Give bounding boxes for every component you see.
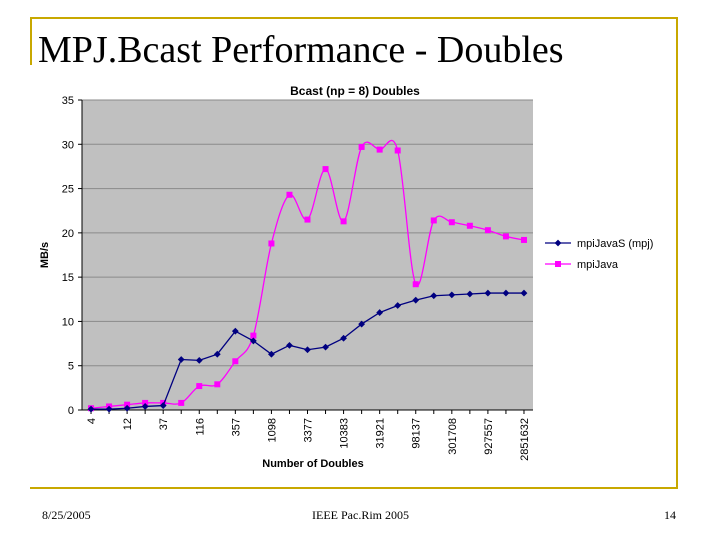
legend-label: mpiJavaS (mpj) <box>577 238 653 250</box>
frame-bottom-rule <box>30 487 678 489</box>
data-point-mpijavas <box>448 291 456 299</box>
x-tick-label: 4 <box>86 418 98 424</box>
x-tick-label: 1098 <box>266 418 278 442</box>
bcast-line-chart: 0 5 10 15 20 25 30 35 4 12 37 116 357 1098 3377 10383 3… <box>30 80 670 475</box>
data-point-mpijava <box>196 383 203 390</box>
data-point-mpijavas <box>286 341 293 349</box>
data-point-mpijava <box>520 236 527 243</box>
data-point-mpijava <box>340 218 347 225</box>
footer-date: 8/25/2005 <box>42 508 91 522</box>
data-point-mpijavas <box>141 403 149 410</box>
data-point-mpijavas <box>304 346 311 354</box>
plot-area <box>82 100 533 410</box>
footer-page-number: 14 <box>664 508 676 522</box>
data-point-mpijavas <box>87 405 95 413</box>
legend-marker-diamond <box>554 239 562 247</box>
data-point-mpijavas <box>249 337 257 345</box>
data-point-mpijava <box>484 227 491 234</box>
x-axis-label: Number of Doubles <box>262 458 363 470</box>
data-point-mpijava <box>178 399 185 406</box>
data-point-mpijavas <box>195 357 203 364</box>
legend: mpiJavaS (mpj) mpiJava <box>545 238 653 271</box>
data-point-mpijava <box>502 233 509 240</box>
gridlines <box>78 99 533 411</box>
data-point-mpijavas <box>412 296 420 304</box>
data-point-mpijava <box>412 281 419 288</box>
data-point-mpijavas <box>376 309 384 316</box>
data-point-mpijavas <box>159 402 167 409</box>
y-tick-label: 35 <box>62 95 74 107</box>
data-point-mpijavas <box>502 289 510 297</box>
data-point-mpijavas <box>430 292 438 300</box>
x-tick-label: 98137 <box>411 418 423 449</box>
x-tick-label: 3377 <box>303 418 315 442</box>
data-point-mpijava <box>286 191 293 198</box>
data-point-mpijava <box>358 143 365 150</box>
data-point-mpijavas <box>213 350 221 358</box>
data-point-mpijava <box>448 219 455 226</box>
x-tick-label: 10383 <box>339 418 351 449</box>
data-point-mpijavas <box>394 302 402 309</box>
x-tick-label: 927557 <box>483 418 495 455</box>
y-tick-label: 25 <box>62 184 74 196</box>
y-tick-label: 0 <box>68 405 74 417</box>
data-point-mpijavas <box>340 334 347 342</box>
x-tick-labels: 4 12 37 116 357 1098 3377 10383 31921 98137 301708… <box>86 410 531 461</box>
data-point-mpijava <box>430 217 437 224</box>
y-tick-label: 5 <box>68 361 74 373</box>
legend-label: mpiJava <box>577 259 619 271</box>
x-tick-label: 31921 <box>375 418 387 449</box>
data-point-mpijavas <box>105 405 113 413</box>
data-point-mpijava <box>142 399 149 406</box>
chart-title: Bcast (np = 8) Doubles <box>290 84 420 98</box>
x-tick-label: 301708 <box>447 418 459 455</box>
data-point-mpijava <box>214 381 221 388</box>
frame-left-rule <box>30 17 32 65</box>
data-point-mpijavas <box>123 404 131 412</box>
data-point-mpijavas <box>177 356 185 363</box>
data-point-mpijava <box>394 147 401 154</box>
data-point-mpijavas <box>322 343 329 351</box>
x-tick-label: 37 <box>158 418 170 430</box>
data-point-mpijavas <box>466 290 474 298</box>
data-point-mpijava <box>466 222 473 229</box>
y-axis-label: MB/s <box>39 242 51 268</box>
data-point-mpijava <box>322 166 329 173</box>
x-tick-label: 2851632 <box>519 418 531 461</box>
y-tick-label: 15 <box>62 272 74 284</box>
data-point-mpijavas <box>520 289 528 297</box>
legend-marker-square <box>555 261 561 267</box>
slide-title: MPJ.Bcast Performance - Doubles <box>38 29 564 71</box>
data-point-mpijava <box>304 216 311 223</box>
frame-top-rule <box>30 17 678 19</box>
data-point-mpijavas <box>231 327 239 335</box>
data-point-mpijava <box>376 146 383 153</box>
data-point-mpijavas <box>268 350 275 358</box>
data-point-mpijavas <box>358 320 366 328</box>
x-tick-label: 357 <box>230 418 242 436</box>
data-point-mpijava <box>250 332 257 339</box>
y-tick-label: 30 <box>62 139 74 151</box>
data-point-mpijavas <box>484 289 492 297</box>
y-tick-label: 20 <box>62 228 74 240</box>
y-tick-labels: 0 5 10 15 20 25 30 35 <box>62 95 74 417</box>
x-tick-label: 116 <box>194 418 206 436</box>
frame-right-rule <box>676 17 678 487</box>
y-tick-label: 10 <box>62 316 74 328</box>
data-point-mpijava <box>268 240 275 247</box>
footer-conference: IEEE Pac.Rim 2005 <box>312 508 409 522</box>
series-group <box>87 139 528 413</box>
data-point-mpijava <box>124 401 131 408</box>
data-point-mpijava <box>232 358 239 365</box>
x-tick-label: 12 <box>122 418 134 430</box>
